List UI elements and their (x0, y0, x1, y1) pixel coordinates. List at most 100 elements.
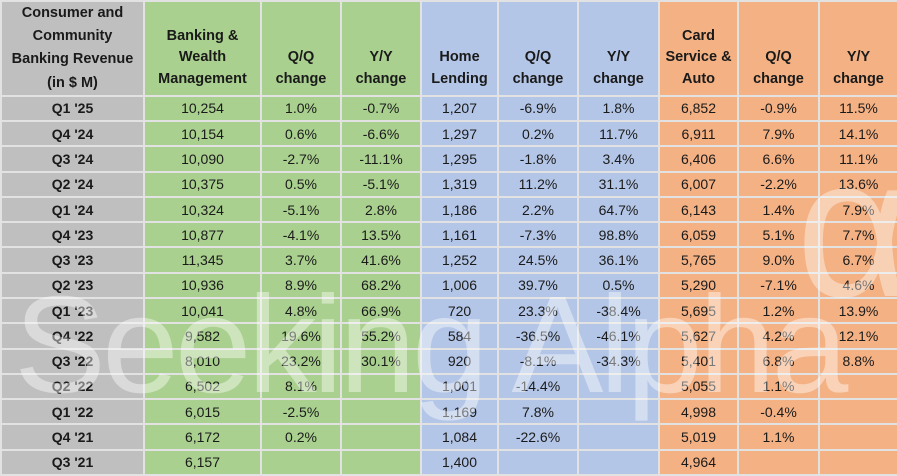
cell-banking-wealth-management: 9,582 (143, 322, 262, 350)
cell-card-qq-change: 5.1% (737, 221, 820, 249)
cell-card-yy-change (818, 398, 897, 426)
cell-card-qq-change: 4.2% (737, 322, 820, 350)
cell-home-lending-yy-change: 1.8% (577, 94, 660, 123)
cell-home-lending-yy-change (577, 423, 660, 451)
cell-home-lending: 920 (420, 347, 499, 375)
cell-card-yy-change: 12.1% (818, 322, 897, 350)
row-label: Q2 '22 (0, 372, 145, 401)
row-label: Q3 '24 (0, 145, 145, 173)
table-row: Q4 '22 9,582 19.6% 55.2% 584 -36.5% -46.1% 5,62… (0, 322, 897, 350)
cell-banking-qq-change: 8.9% (260, 271, 342, 300)
cell-card-service-auto: 6,406 (658, 145, 739, 173)
cell-home-lending: 584 (420, 322, 499, 350)
table-row: Q3 '23 11,345 3.7% 41.6% 1,252 24.5% 36.1% 5,76… (0, 246, 897, 274)
cell-home-lending-yy-change: 98.8% (577, 221, 660, 249)
cell-home-lending-qq-change (497, 448, 579, 476)
cell-banking-qq-change: 3.7% (260, 246, 342, 274)
cell-card-service-auto: 6,852 (658, 94, 739, 123)
cell-card-qq-change: 1.4% (737, 195, 820, 224)
column-header-home-lending-qq-change: Q/Q change (497, 0, 579, 97)
column-header-banking-yy-change: Y/Y change (340, 0, 422, 97)
cell-home-lending: 1,084 (420, 423, 499, 451)
cell-card-service-auto: 6,059 (658, 221, 739, 249)
cell-banking-qq-change: -4.1% (260, 221, 342, 249)
cell-card-qq-change: 6.8% (737, 347, 820, 375)
cell-home-lending: 1,006 (420, 271, 499, 300)
cell-banking-yy-change: -6.6% (340, 120, 422, 148)
cell-card-qq-change: 6.6% (737, 145, 820, 173)
cell-card-yy-change: 6.7% (818, 246, 897, 274)
row-label: Q4 '22 (0, 322, 145, 350)
cell-home-lending-yy-change: -34.3% (577, 347, 660, 375)
cell-banking-qq-change: 0.2% (260, 423, 342, 451)
cell-card-service-auto: 5,765 (658, 246, 739, 274)
cell-card-service-auto: 5,019 (658, 423, 739, 451)
cell-banking-wealth-management: 10,090 (143, 145, 262, 173)
cell-card-yy-change: 8.8% (818, 347, 897, 375)
cell-home-lending: 1,186 (420, 195, 499, 224)
cell-home-lending-yy-change (577, 398, 660, 426)
cell-card-service-auto: 6,911 (658, 120, 739, 148)
cell-banking-yy-change: -0.7% (340, 94, 422, 123)
cell-banking-qq-change: 1.0% (260, 94, 342, 123)
cell-home-lending: 1,319 (420, 170, 499, 198)
cell-banking-yy-change: -5.1% (340, 170, 422, 198)
cell-banking-wealth-management: 6,157 (143, 448, 262, 476)
row-label: Q2 '23 (0, 271, 145, 300)
cell-card-service-auto: 6,007 (658, 170, 739, 198)
cell-card-service-auto: 4,998 (658, 398, 739, 426)
row-label: Q1 '24 (0, 195, 145, 224)
cell-home-lending-qq-change: -36.5% (497, 322, 579, 350)
cell-home-lending-qq-change: 7.8% (497, 398, 579, 426)
cell-card-qq-change: 9.0% (737, 246, 820, 274)
cell-card-service-auto: 5,290 (658, 271, 739, 300)
cell-card-qq-change (737, 448, 820, 476)
header-row: Consumer and Community Banking Revenue (… (0, 0, 897, 97)
cell-banking-qq-change (260, 448, 342, 476)
row-label: Q3 '21 (0, 448, 145, 476)
cell-card-yy-change: 13.6% (818, 170, 897, 198)
cell-banking-yy-change (340, 423, 422, 451)
table-row: Q2 '23 10,936 8.9% 68.2% 1,006 39.7% 0.5% 5,290… (0, 271, 897, 300)
cell-home-lending-yy-change: 64.7% (577, 195, 660, 224)
cell-banking-yy-change: 30.1% (340, 347, 422, 375)
row-label: Q3 '22 (0, 347, 145, 375)
cell-home-lending-yy-change: 31.1% (577, 170, 660, 198)
cell-banking-yy-change: 66.9% (340, 296, 422, 325)
cell-home-lending-qq-change: -8.1% (497, 347, 579, 375)
cell-banking-wealth-management: 10,324 (143, 195, 262, 224)
cell-card-yy-change (818, 448, 897, 476)
row-label: Q2 '24 (0, 170, 145, 198)
cell-banking-qq-change: 23.2% (260, 347, 342, 375)
column-header-home-lending-yy-change: Y/Y change (577, 0, 660, 97)
table-row: Q2 '24 10,375 0.5% -5.1% 1,319 11.2% 31.1% 6,00… (0, 170, 897, 198)
cell-banking-yy-change (340, 448, 422, 476)
cell-banking-wealth-management: 11,345 (143, 246, 262, 274)
cell-card-qq-change: 7.9% (737, 120, 820, 148)
cell-card-yy-change (818, 372, 897, 401)
table-row: Q3 '24 10,090 -2.7% -11.1% 1,295 -1.8% 3.4% 6,4… (0, 145, 897, 173)
table-row: Q4 '21 6,172 0.2% 1,084 -22.6% 5,019 1.1% (0, 423, 897, 451)
cell-banking-yy-change: 13.5% (340, 221, 422, 249)
cell-home-lending: 1,001 (420, 372, 499, 401)
cell-home-lending: 1,207 (420, 94, 499, 123)
cell-home-lending-qq-change: -1.8% (497, 145, 579, 173)
cell-home-lending-yy-change: 36.1% (577, 246, 660, 274)
cell-banking-wealth-management: 10,041 (143, 296, 262, 325)
column-header-card-yy-change: Y/Y change (818, 0, 897, 97)
table-row: Q3 '22 8,010 23.2% 30.1% 920 -8.1% -34.3% 5,401… (0, 347, 897, 375)
cell-card-service-auto: 5,401 (658, 347, 739, 375)
row-label: Q1 '23 (0, 296, 145, 325)
cell-card-service-auto: 5,627 (658, 322, 739, 350)
column-header-home-lending: Home Lending (420, 0, 499, 97)
cell-home-lending-qq-change: -6.9% (497, 94, 579, 123)
cell-banking-yy-change: 2.8% (340, 195, 422, 224)
cell-card-service-auto: 5,055 (658, 372, 739, 401)
cell-banking-qq-change: -5.1% (260, 195, 342, 224)
cell-home-lending-yy-change (577, 448, 660, 476)
cell-home-lending-qq-change: 11.2% (497, 170, 579, 198)
cell-home-lending-yy-change (577, 372, 660, 401)
row-label: Q4 '21 (0, 423, 145, 451)
column-header-card-qq-change: Q/Q change (737, 0, 820, 97)
